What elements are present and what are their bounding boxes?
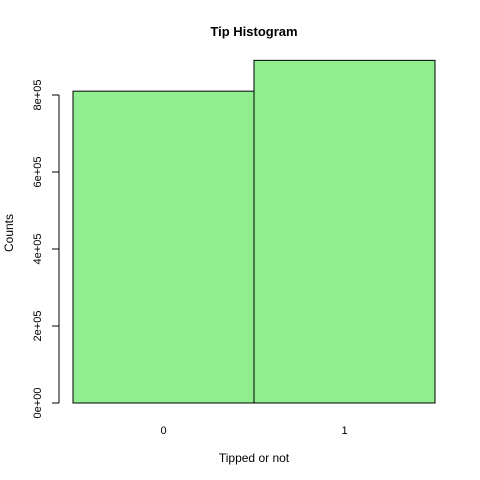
chart-title: Tip Histogram xyxy=(210,24,297,39)
bars-group xyxy=(72,59,436,404)
y-tick-label: 6e+05 xyxy=(32,157,44,188)
y-tick-label: 2e+05 xyxy=(32,311,44,342)
x-axis-label: Tipped or not xyxy=(219,451,290,465)
y-axis-label: Counts xyxy=(2,214,16,252)
y-tick-label: 8e+05 xyxy=(32,80,44,111)
bar-0 xyxy=(72,90,255,404)
bar-1 xyxy=(253,59,436,404)
x-tick-label-0: 0 xyxy=(160,425,166,437)
y-tick-label: 0e+00 xyxy=(32,388,44,419)
y-tick-label: 4e+05 xyxy=(32,234,44,265)
y-axis: 0e+00 2e+05 4e+05 6e+05 8e+05 xyxy=(32,80,60,419)
x-tick-label-1: 1 xyxy=(341,425,347,437)
